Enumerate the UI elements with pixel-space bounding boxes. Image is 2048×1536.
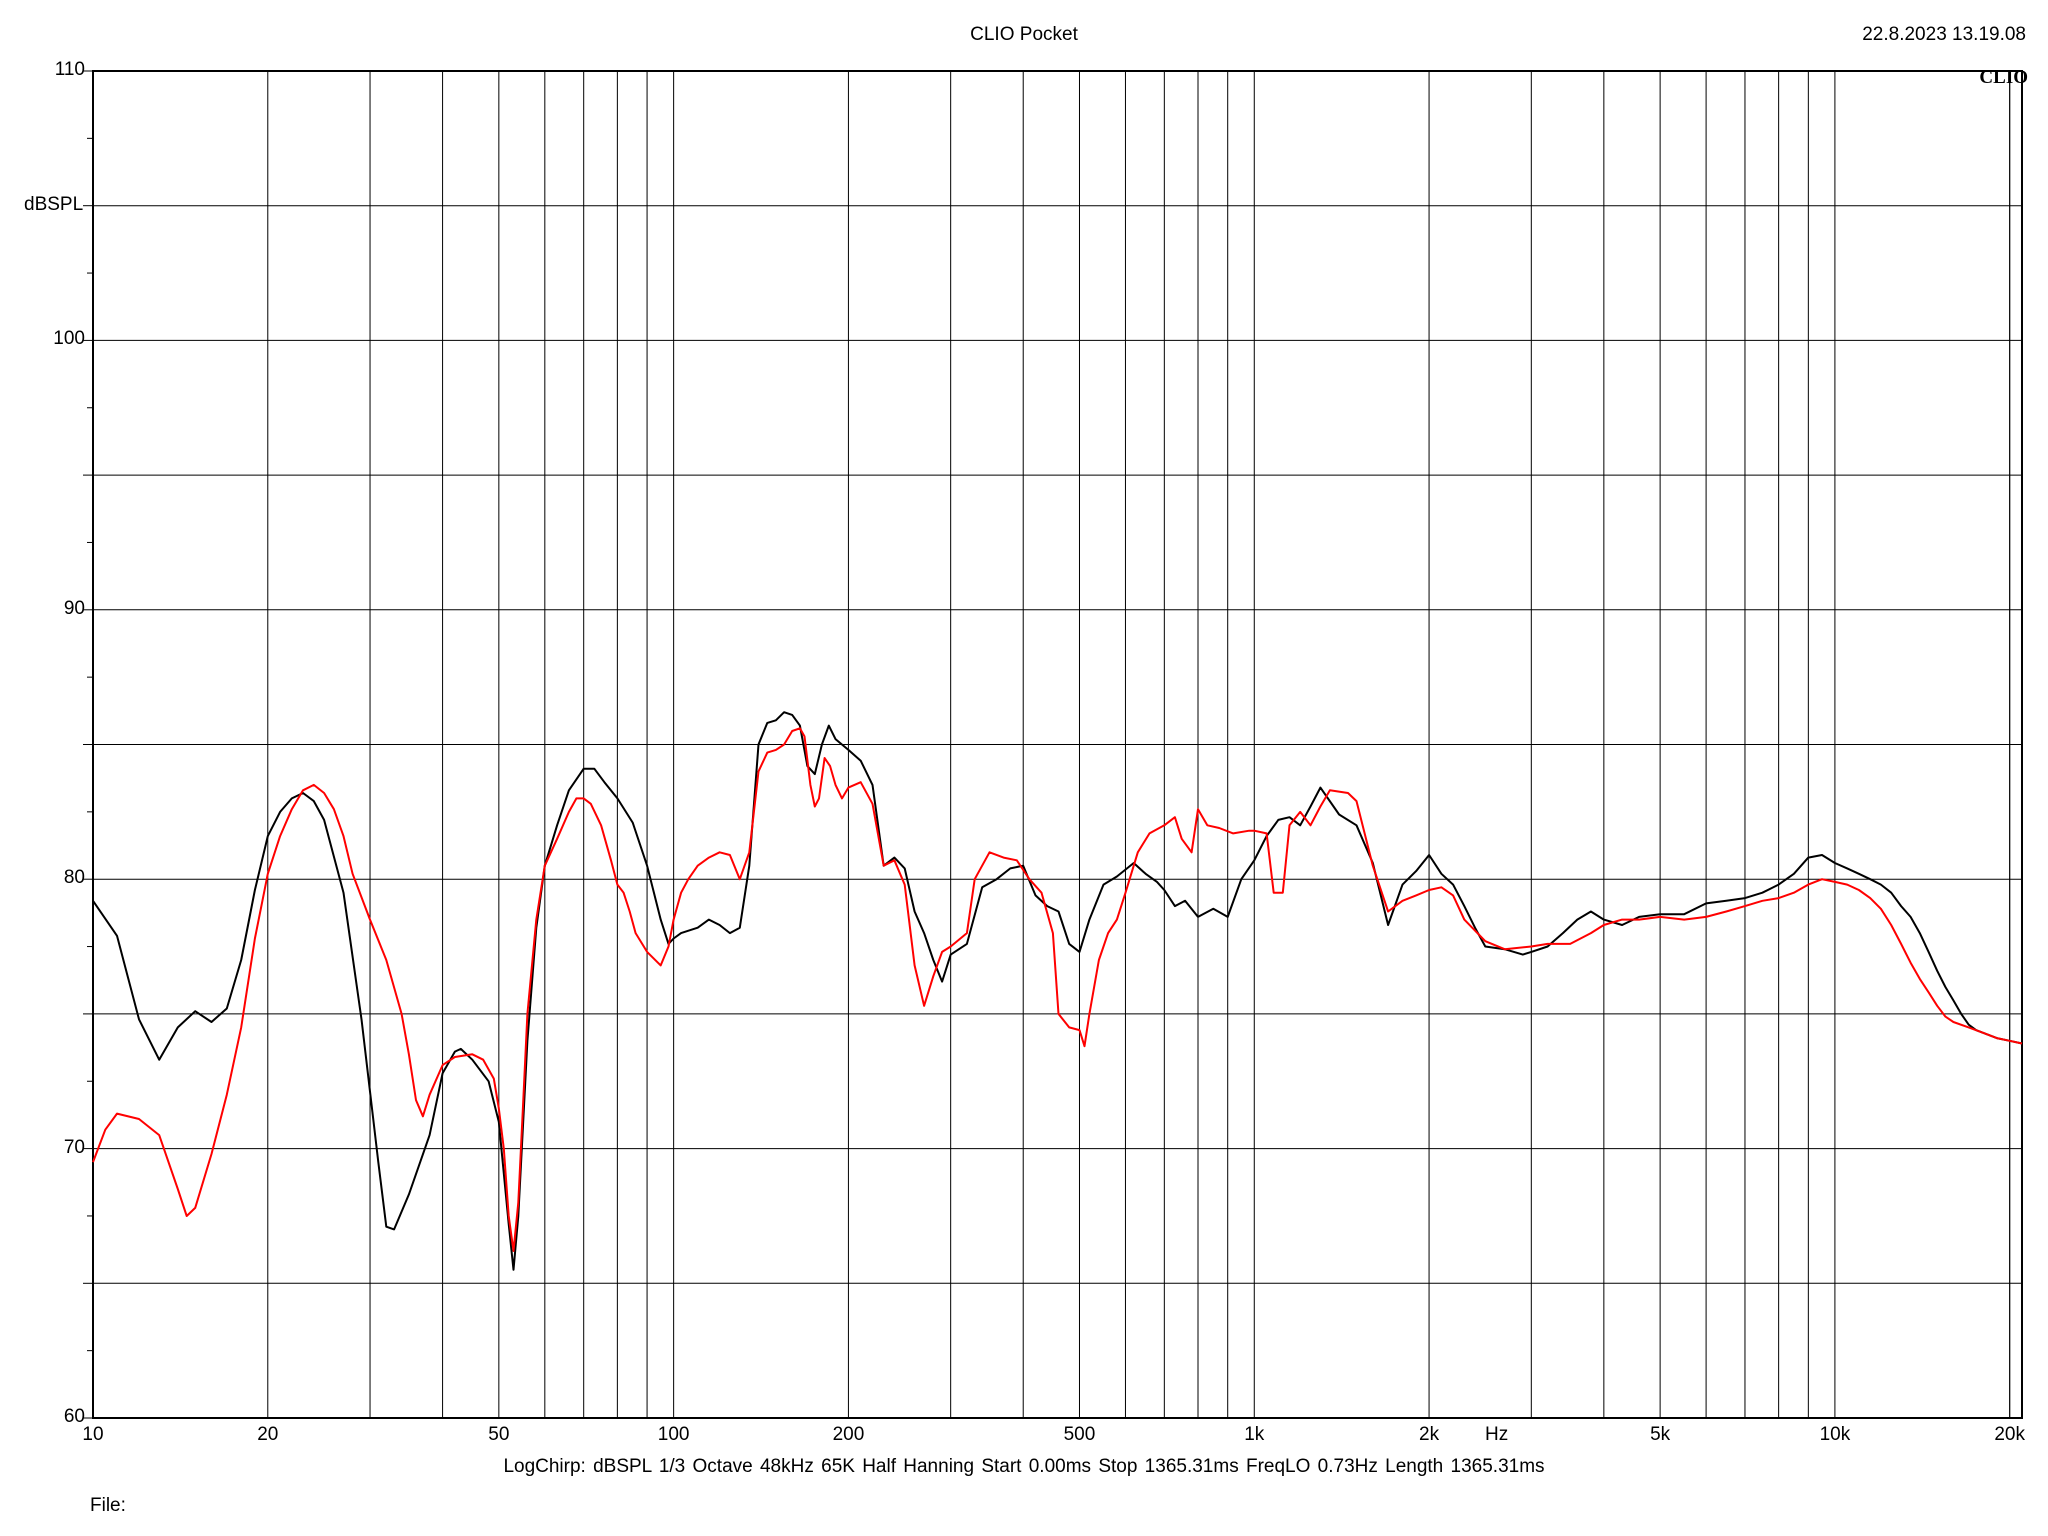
measurement-settings: LogChirp: dBSPL 1/3 Octave 48kHz 65K Hal…	[503, 1456, 1545, 1477]
x-tick-label: 20	[257, 1424, 279, 1445]
x-tick-label: 10	[82, 1424, 104, 1445]
x-tick-label: 200	[832, 1424, 865, 1445]
y-tick-label: 100	[53, 328, 85, 350]
y-axis-label: dBSPL	[24, 194, 84, 215]
x-tick-label: 100	[657, 1424, 690, 1445]
timestamp: 22.8.2023 13.19.08	[1862, 24, 2026, 45]
y-tick-label: 110	[54, 59, 85, 80]
x-tick-label: 20k	[1994, 1424, 2025, 1445]
plot-frame	[92, 70, 2023, 1419]
x-axis-label: Hz	[1485, 1424, 1509, 1445]
y-tick-label: 70	[63, 1136, 85, 1158]
x-tick-label: 500	[1063, 1424, 1096, 1445]
y-tick-label: 80	[63, 867, 85, 889]
series-line-1	[92, 711, 2023, 1271]
x-tick-label: 50	[488, 1424, 510, 1445]
clio-logo: CLIO	[1979, 67, 2028, 88]
grid-lines	[83, 70, 2022, 1419]
file-label: File:	[90, 1495, 126, 1516]
series-line-2	[92, 727, 2023, 1252]
x-tick-label: 1k	[1244, 1424, 1265, 1445]
y-tick-label: 60	[63, 1406, 85, 1427]
chart-title: CLIO Pocket	[970, 24, 1078, 45]
x-tick-label: 10k	[1819, 1424, 1851, 1445]
series-layer	[92, 711, 2023, 1271]
x-tick-label: 2k	[1419, 1424, 1440, 1445]
x-tick-label: 5k	[1650, 1424, 1671, 1445]
y-tick-label: 90	[63, 597, 85, 619]
